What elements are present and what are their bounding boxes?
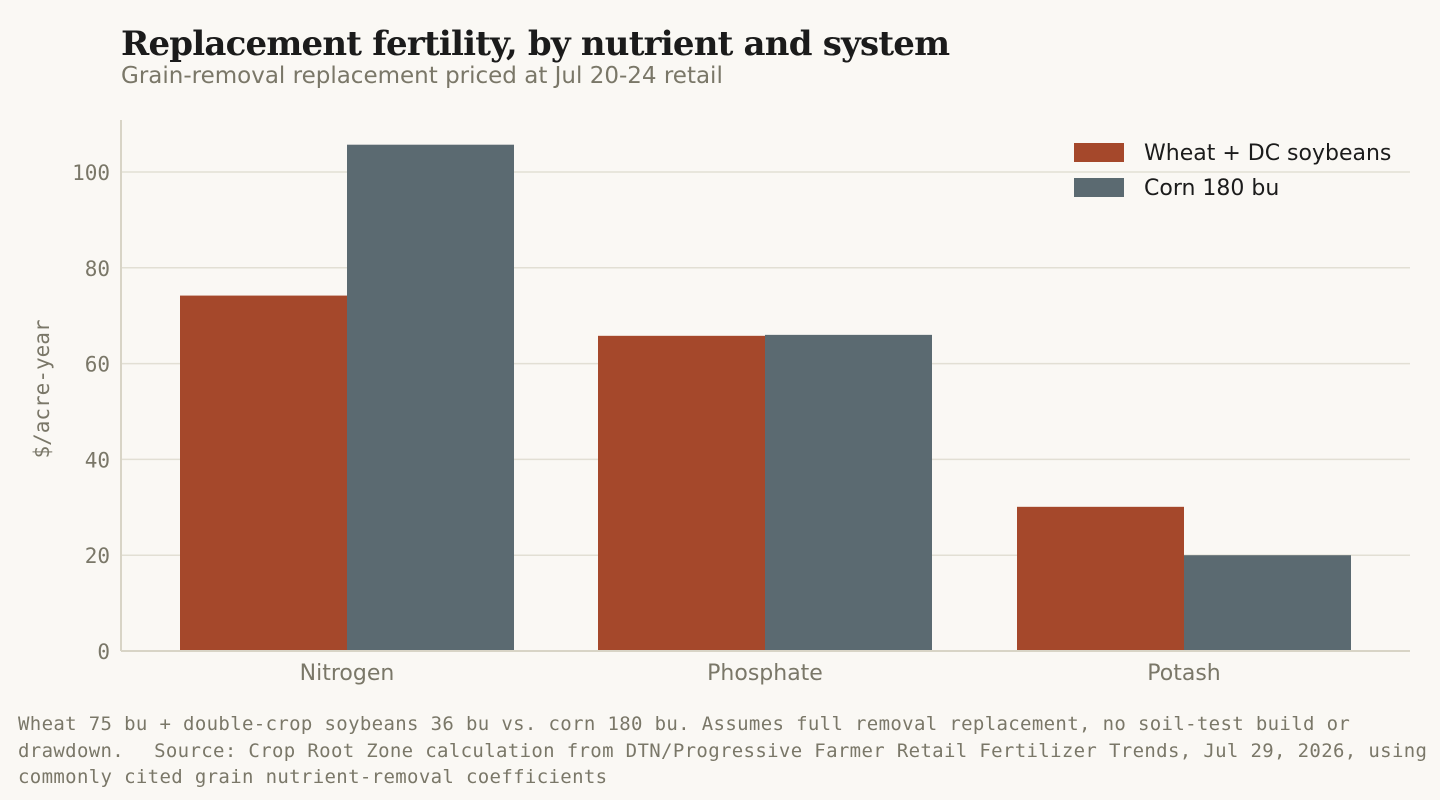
chart-subtitle: Grain-removal replacement priced at Jul … (121, 63, 723, 89)
axes (120, 120, 1410, 652)
x-tick-label: Nitrogen (300, 661, 395, 686)
bar-potash-corn[interactable] (1184, 555, 1351, 651)
y-tick-label: 60 (85, 353, 110, 377)
bar-nitrogen-wheat[interactable] (180, 295, 347, 651)
y-tick-label: 40 (85, 448, 110, 472)
y-axis-label: $/acre-year (30, 319, 54, 458)
x-tick-label: Phosphate (707, 661, 823, 686)
bar-chart: 0 20 40 60 80 100 Nitrogen Phosphate Potash $/acr… (30, 120, 1410, 686)
y-tick-label: 100 (72, 161, 110, 185)
legend[interactable]: Wheat + DC soybeans Corn 180 bu (1074, 141, 1391, 201)
legend-label-wheat: Wheat + DC soybeans (1144, 141, 1391, 166)
footnote: Wheat 75 bu + double-crop soybeans 36 bu… (18, 711, 1428, 791)
bar-phosphate-corn[interactable] (765, 334, 932, 651)
bar-potash-wheat[interactable] (1017, 506, 1184, 651)
y-tick-label: 20 (85, 544, 110, 568)
bar-phosphate-wheat[interactable] (598, 335, 765, 651)
y-tick-label: 80 (85, 257, 110, 281)
y-tick-label: 0 (97, 640, 110, 664)
x-tick-label: Potash (1147, 661, 1220, 686)
bars (180, 144, 1351, 651)
bar-nitrogen-corn[interactable] (347, 144, 514, 651)
source-text: Source: Crop Root Zone calculation from … (18, 739, 1428, 789)
chart-title: Replacement fertility, by nutrient and s… (121, 24, 950, 64)
legend-label-corn: Corn 180 bu (1144, 176, 1279, 201)
footnote-text: Wheat 75 bu + double-crop soybeans 36 bu… (18, 713, 1351, 762)
legend-swatch-wheat (1074, 143, 1124, 162)
legend-swatch-corn (1074, 178, 1124, 197)
tick-labels: 0 20 40 60 80 100 Nitrogen Phosphate Potash $/acr… (30, 161, 1221, 686)
